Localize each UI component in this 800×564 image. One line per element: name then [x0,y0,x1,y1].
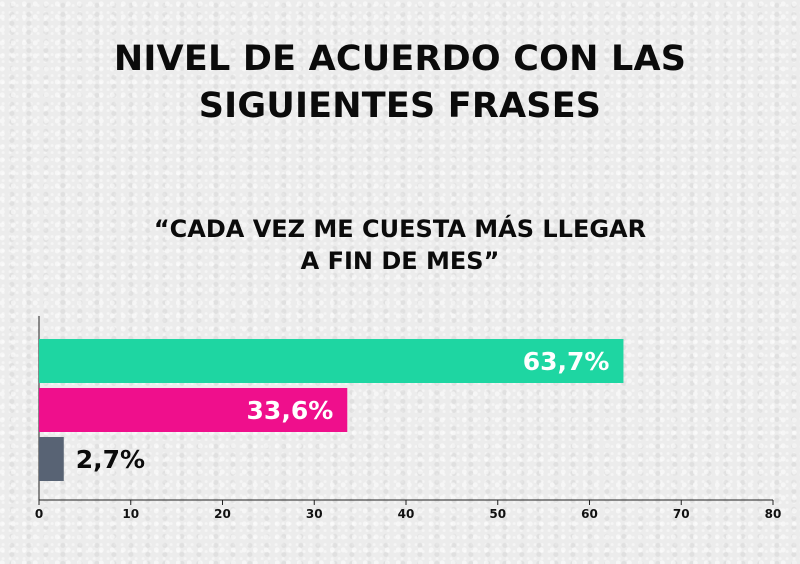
x-tick-label: 70 [673,507,690,521]
chart-subtitle: “CADA VEZ ME CUESTA MÁS LLEGAR A FIN DE … [0,213,800,277]
bar-value-label-2: 33,6% [247,396,334,425]
x-tick-label: 60 [581,507,598,521]
bar-value-label-1: 63,7% [523,347,610,376]
chart-title-line-1: NIVEL DE ACUERDO CON LAS [113,39,687,79]
x-tick-label: 0 [35,507,43,521]
x-tick-label: 40 [398,507,415,521]
x-tick-label: 50 [489,507,506,521]
chart-title: NIVEL DE ACUERDO CON LAS SIGUIENTES FRAS… [0,36,800,130]
bar-3 [39,437,64,481]
chart-subtitle-line-2: A FIN DE MES” [300,247,500,275]
x-tick-label: 10 [122,507,139,521]
x-tick-label: 20 [214,507,231,521]
bar-value-label-3: 2,7% [76,445,145,474]
chart-title-line-2: SIGUIENTES FRASES [198,86,602,126]
bar-2 [39,388,348,432]
chart-subtitle-line-1: “CADA VEZ ME CUESTA MÁS LLEGAR [153,215,647,243]
x-tick-label: 80 [765,507,782,521]
x-tick-label: 30 [306,507,323,521]
bar-1 [39,339,624,383]
